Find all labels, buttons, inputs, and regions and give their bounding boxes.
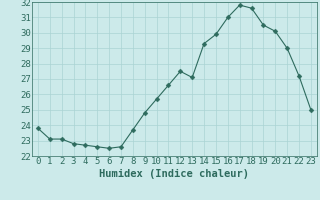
X-axis label: Humidex (Indice chaleur): Humidex (Indice chaleur) xyxy=(100,169,249,179)
